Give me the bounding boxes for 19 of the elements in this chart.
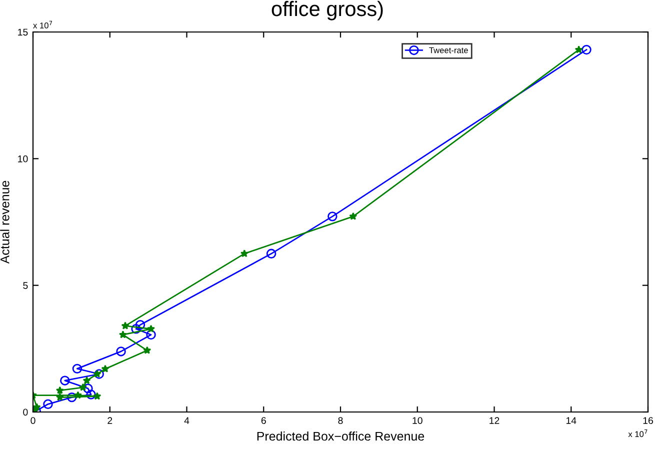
chart-title: office gross) (272, 0, 383, 20)
x-tick-label: 16 (643, 417, 653, 424)
x-tick-label: 4 (184, 417, 190, 424)
y-tick-label: 0 (23, 408, 28, 416)
x-tick-label: 0 (30, 417, 36, 424)
y-axis-title: Actual revenue (0, 180, 10, 264)
x-tick-label: 12 (490, 417, 500, 424)
text: x 10$^{7}$ (628, 430, 648, 438)
x-tick-label: 2 (108, 417, 112, 424)
y-tick-label: 5 (23, 282, 28, 289)
legend-label: Tweet-rate (429, 47, 468, 54)
y-tick-label: 15 (18, 28, 28, 36)
x-tick-label: 10 (412, 417, 422, 424)
x-tick-label: 6 (261, 417, 266, 424)
x-tick-label: 8 (338, 417, 343, 424)
y-tick-label: 10 (18, 155, 28, 162)
text: x 10$^{7}$ (33, 20, 52, 28)
x-axis-title: Predicted Box−office Revenue (257, 431, 424, 441)
x-tick-label: 14 (566, 417, 576, 424)
